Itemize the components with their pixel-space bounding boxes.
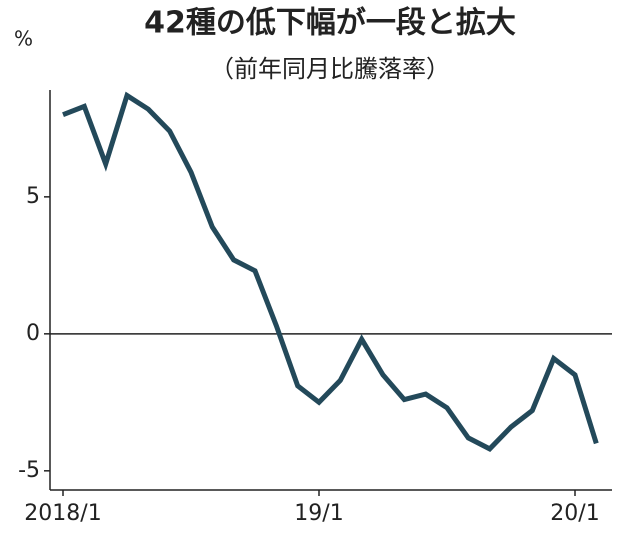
chart-title: 42種の低下幅が一段と拡大 — [144, 6, 516, 41]
y-tick-label: -5 — [18, 458, 40, 483]
x-tick-label: 19/1 — [294, 501, 343, 526]
x-tick-label: 2018/1 — [24, 501, 101, 526]
y-unit: % — [14, 27, 33, 51]
x-tick-label: 20/1 — [550, 501, 599, 526]
y-tick-label: 5 — [26, 184, 40, 209]
chart-subtitle: （前年同月比騰落率） — [210, 55, 450, 83]
data-line — [62, 91, 599, 452]
y-tick-label: 0 — [26, 321, 40, 346]
